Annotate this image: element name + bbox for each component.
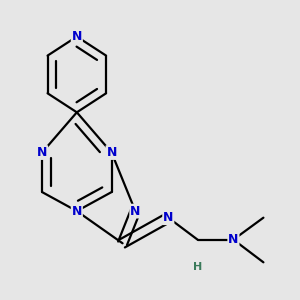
Text: N: N	[37, 146, 47, 159]
Text: N: N	[72, 205, 82, 218]
Text: N: N	[72, 30, 82, 43]
Text: N: N	[163, 211, 173, 224]
Text: H: H	[193, 262, 202, 272]
Text: N: N	[228, 233, 239, 246]
Text: N: N	[130, 205, 141, 218]
Text: N: N	[106, 146, 117, 159]
